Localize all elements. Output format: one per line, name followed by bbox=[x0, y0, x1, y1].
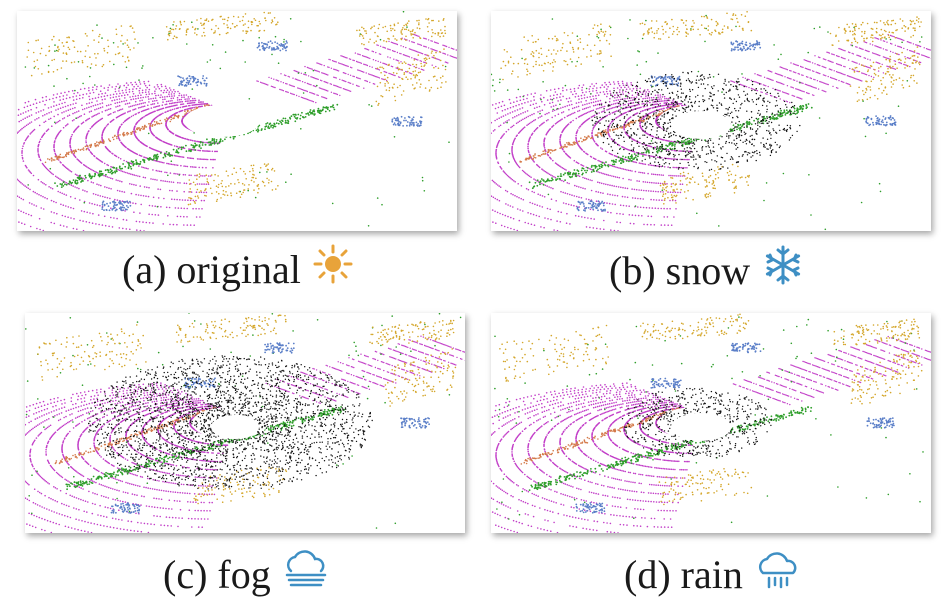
weather-noise-points bbox=[591, 71, 801, 171]
snowflake-icon bbox=[762, 244, 804, 297]
caption-fog: (c) fog bbox=[163, 549, 329, 600]
caption-snow: (b) snow bbox=[609, 244, 804, 297]
car-points bbox=[576, 40, 897, 212]
lidar-scene-rain bbox=[491, 313, 931, 533]
caption-original: (a) original bbox=[122, 244, 353, 295]
weather-noise-points bbox=[621, 387, 773, 459]
caption-rain: (d) rain bbox=[624, 549, 801, 600]
lidar-point-cloud bbox=[17, 11, 457, 231]
rain-cloud-icon bbox=[755, 549, 801, 600]
caption-text: (a) original bbox=[122, 246, 301, 292]
caption-text: (b) snow bbox=[609, 247, 751, 293]
vegetation-points bbox=[24, 11, 450, 227]
road-points bbox=[491, 33, 931, 231]
building-points bbox=[499, 313, 923, 506]
lidar-point-cloud bbox=[491, 313, 931, 533]
fog-icon bbox=[283, 549, 329, 600]
caption-text: (d) rain bbox=[624, 551, 743, 597]
ego-void bbox=[184, 105, 260, 137]
building-points bbox=[500, 11, 922, 205]
vegetation-points bbox=[491, 14, 923, 231]
sun-icon bbox=[313, 244, 353, 295]
weather-noise-points bbox=[88, 355, 373, 490]
road-points bbox=[491, 335, 931, 533]
car-points bbox=[110, 342, 430, 514]
sidewalk-points bbox=[520, 406, 683, 465]
building-points bbox=[37, 314, 457, 505]
caption-text: (c) fog bbox=[163, 551, 271, 597]
lidar-scene-fog bbox=[25, 313, 465, 533]
car-points bbox=[101, 40, 423, 212]
building-points bbox=[26, 11, 447, 206]
car-points bbox=[575, 342, 895, 514]
lidar-scene-original bbox=[17, 11, 457, 231]
sidewalk-points bbox=[519, 105, 684, 163]
lidar-scene-snow bbox=[491, 11, 931, 231]
lidar-point-cloud bbox=[491, 11, 931, 231]
lidar-point-cloud bbox=[25, 313, 465, 533]
sidewalk-points bbox=[44, 104, 210, 164]
road-points bbox=[17, 33, 457, 231]
